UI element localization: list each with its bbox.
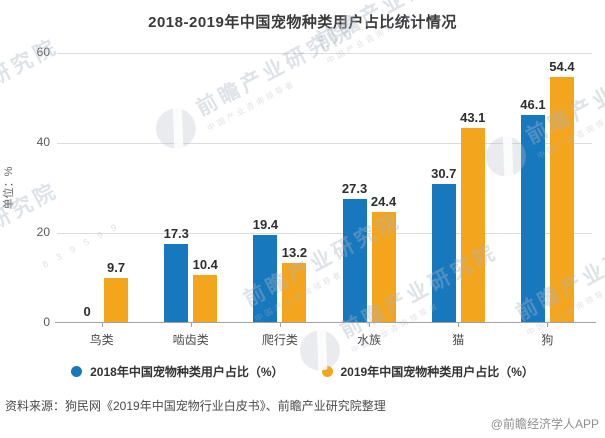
bar-水族-2019年 [371, 212, 396, 322]
legend-item: 2018年中国宠物种类用户占比（%） [71, 363, 284, 380]
bar-value-label: 9.7 [107, 260, 126, 276]
bar-啮齿类-2019年 [193, 275, 218, 322]
bar-value-label: 0 [83, 304, 91, 319]
legend-dot-icon [71, 366, 83, 377]
bar-value-label: 24.4 [370, 194, 397, 210]
category-label: 啮齿类 [172, 333, 209, 347]
bar-value-label: 43.1 [460, 110, 486, 126]
bar-value-label: 19.4 [252, 216, 279, 232]
bar-value-label: 30.7 [431, 165, 457, 181]
gridline [57, 233, 592, 234]
legend-item: 2019年中国宠物种类用户占比（%） [321, 363, 534, 380]
bar-水族-2018年 [342, 199, 367, 322]
source-note: 资料来源：狗民网《2019年中国宠物行业白皮书》、前瞻产业研究院整理 [5, 399, 386, 413]
bar-狗-2018年 [520, 114, 545, 322]
legend-dot-icon [321, 366, 333, 377]
x-axis-tick [369, 323, 371, 327]
bar-value-label: 46.1 [520, 96, 546, 112]
credit-note: @前瞻经济学人APP [490, 417, 599, 431]
bar-value-label: 13.2 [281, 244, 308, 260]
gridline [57, 143, 592, 144]
bar-猫-2019年 [460, 128, 485, 322]
x-axis-tick [101, 323, 103, 327]
bar-value-label: 27.3 [341, 181, 368, 197]
bar-猫-2018年 [431, 183, 456, 322]
legend-label: 2019年中国宠物种类用户占比（%） [340, 365, 534, 379]
category-label: 猫 [452, 333, 465, 347]
bar-鸟类-2019年 [104, 278, 129, 322]
legend: 2018年中国宠物种类用户占比（%） 2019年中国宠物种类用户占比（%） [0, 363, 605, 380]
bar-value-label: 17.3 [163, 226, 189, 242]
bar-狗-2019年 [549, 77, 574, 322]
category-label: 水族 [357, 333, 382, 347]
x-axis-tick [279, 323, 281, 327]
legend-label: 2018年中国宠物种类用户占比（%） [90, 365, 284, 379]
bar-value-label: 10.4 [192, 257, 218, 273]
y-tick-label: 40 [36, 135, 50, 149]
gridline [57, 53, 592, 54]
category-label: 鸟类 [89, 333, 114, 347]
y-axis-label: 单位：% [3, 166, 15, 210]
x-axis-tick [547, 323, 549, 327]
category-label: 狗 [541, 333, 554, 347]
y-tick-label: 60 [36, 45, 50, 59]
bar-爬行类-2019年 [282, 262, 307, 322]
chart-title: 2018-2019年中国宠物种类用户占比统计情况 [148, 14, 457, 31]
x-axis-tick [458, 323, 460, 327]
bar-爬行类-2018年 [253, 234, 278, 322]
category-label: 爬行类 [261, 333, 298, 347]
y-tick-label: 0 [43, 315, 50, 329]
x-axis-line [55, 322, 596, 323]
bar-value-label: 54.4 [549, 59, 575, 75]
bar-啮齿类-2018年 [164, 244, 189, 322]
plot-area: 鸟类 0 9.7 啮齿类 17.3 10.4 爬行类 19.4 13.2 水族 27.3 24.4 猫 3… [55, 53, 596, 347]
y-tick-label: 20 [36, 225, 50, 239]
x-axis-tick [190, 323, 192, 327]
